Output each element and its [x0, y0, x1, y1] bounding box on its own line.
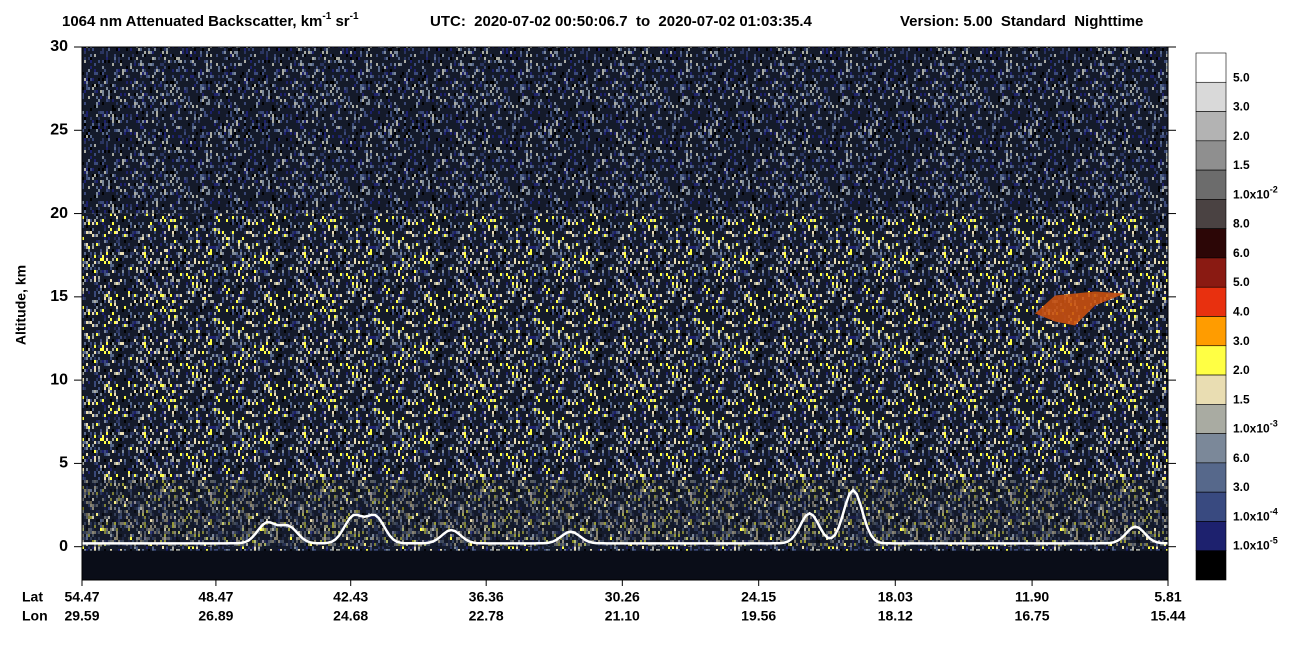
colorbar-label: 3.0	[1233, 480, 1250, 494]
x-tick-label-lon: 22.78	[469, 608, 504, 624]
title-text: sr	[331, 13, 350, 30]
plot-frame	[81, 46, 1169, 581]
colorbar-label-text: 1.5	[1233, 158, 1250, 172]
colorbar-label: 1.5	[1233, 158, 1250, 172]
colorbar-label-exp: -2	[1270, 185, 1278, 195]
colorbar-swatch	[1195, 345, 1227, 376]
x-tick-label: 5.81	[1154, 589, 1181, 605]
colorbar-label: 1.0x10-4	[1233, 507, 1278, 524]
x-tick-label-lon: 16.75	[1015, 608, 1050, 624]
colorbar-label: 1.0x10-3	[1233, 419, 1278, 436]
y-tick-label: 25	[50, 122, 68, 139]
x-tick-label-lon: 21.10	[605, 608, 640, 624]
colorbar-swatch	[1195, 374, 1227, 405]
x-tick-label: 54.47	[64, 589, 99, 605]
y-tick-label: 10	[50, 371, 68, 388]
colorbar-label: 4.0	[1233, 305, 1250, 319]
colorbar-swatch	[1195, 491, 1227, 522]
colorbar-swatch	[1195, 286, 1227, 317]
aerosol-layer	[82, 480, 1168, 547]
colorbar-label: 3.0	[1233, 100, 1250, 114]
x-tick-label: 36.36	[469, 589, 504, 605]
colorbar-swatch	[1195, 169, 1227, 200]
x-row-label: Lon	[22, 608, 48, 624]
colorbar-label-text: 1.0x10	[1233, 510, 1270, 524]
cloud	[1035, 291, 1125, 326]
colorbar-label-text: 1.0x10	[1233, 539, 1270, 553]
x-tick-label: 30.26	[605, 589, 640, 605]
y-tick-label: 30	[50, 38, 68, 55]
colorbar-label-text: 5.0	[1233, 70, 1250, 84]
y-tick-label: 0	[59, 538, 68, 555]
colorbar-swatch	[1195, 462, 1227, 493]
colorbar-swatch	[1195, 111, 1227, 142]
colorbar-swatch	[1195, 228, 1227, 259]
y-tick-label: 5	[59, 455, 68, 472]
colorbar-label-text: 6.0	[1233, 451, 1250, 465]
colorbar-label: 6.0	[1233, 451, 1250, 465]
x-tick-label: 11.90	[1015, 589, 1049, 605]
y-tick-label: 15	[50, 288, 68, 305]
x-tick-label-lon: 18.12	[878, 608, 913, 624]
x-tick-label: 48.47	[198, 589, 233, 605]
colorbar-label-exp: -5	[1270, 536, 1278, 546]
surface-line	[82, 488, 1169, 545]
title-sup: -1	[350, 11, 359, 22]
colorbar-label: 1.5	[1233, 393, 1250, 407]
x-tick-label: 18.03	[878, 589, 913, 605]
x-tick-label: 24.15	[741, 589, 776, 605]
colorbar-label: 2.0	[1233, 363, 1250, 377]
colorbar-swatch	[1195, 140, 1227, 171]
colorbar-swatch	[1195, 52, 1227, 83]
colorbar-swatch	[1195, 81, 1227, 112]
title-sup: -1	[322, 11, 331, 22]
x-tick-label-lon: 29.59	[64, 608, 99, 624]
ground	[82, 550, 1168, 580]
colorbar-swatch	[1195, 550, 1227, 581]
colorbar-label-text: 8.0	[1233, 217, 1250, 231]
colorbar-label-text: 6.0	[1233, 246, 1250, 260]
colorbar-label: 1.0x10-5	[1233, 536, 1278, 553]
colorbar-swatch	[1195, 257, 1227, 288]
colorbar-swatch	[1195, 199, 1227, 229]
version: Version: 5.00 Standard Nighttime	[900, 13, 1143, 30]
x-tick-label: 42.43	[333, 589, 368, 605]
colorbar-label: 2.0	[1233, 129, 1250, 143]
x-tick-label-lon: 26.89	[198, 608, 233, 624]
x-tick-label-lon: 24.68	[333, 608, 368, 624]
colorbar-label-exp: -4	[1270, 507, 1278, 517]
colorbar-label: 3.0	[1233, 334, 1250, 348]
chart-title: 1064 nm Attenuated Backscatter, km-1 sr-…	[62, 11, 359, 30]
y-tick-label: 20	[50, 205, 68, 222]
colorbar-label-text: 3.0	[1233, 334, 1250, 348]
colorbar-label: 5.0	[1233, 275, 1250, 289]
x-tick-label-lon: 15.44	[1150, 608, 1185, 624]
colorbar-swatch	[1195, 433, 1227, 464]
colorbar-label: 5.0	[1233, 70, 1250, 84]
y-axis-label: Altitude, km	[13, 265, 29, 345]
colorbar-label: 8.0	[1233, 217, 1250, 231]
colorbar-label-exp: -3	[1270, 419, 1278, 429]
colorbar-swatch	[1195, 404, 1227, 434]
plot-upper	[82, 47, 1168, 214]
colorbar-label: 1.0x10-2	[1233, 185, 1278, 202]
colorbar-label: 6.0	[1233, 246, 1250, 260]
colorbar-label-text: 5.0	[1233, 275, 1250, 289]
x-tick-label-lon: 19.56	[741, 608, 776, 624]
colorbar-label-text: 3.0	[1233, 480, 1250, 494]
x-row-label: Lat	[22, 589, 43, 605]
colorbar-label-text: 2.0	[1233, 363, 1250, 377]
colorbar-label-text: 1.5	[1233, 393, 1250, 407]
time-range: UTC: 2020-07-02 00:50:06.7 to 2020-07-02…	[430, 13, 813, 30]
colorbar-swatch	[1195, 316, 1227, 347]
title-text: 1064 nm Attenuated Backscatter, km	[62, 13, 322, 30]
colorbar-label-text: 1.0x10	[1233, 422, 1270, 436]
colorbar-label-text: 1.0x10	[1233, 188, 1270, 202]
colorbar-label-text: 3.0	[1233, 100, 1250, 114]
colorbar-label-text: 4.0	[1233, 305, 1250, 319]
colorbar-label-text: 2.0	[1233, 129, 1250, 143]
colorbar-swatch	[1195, 521, 1227, 552]
